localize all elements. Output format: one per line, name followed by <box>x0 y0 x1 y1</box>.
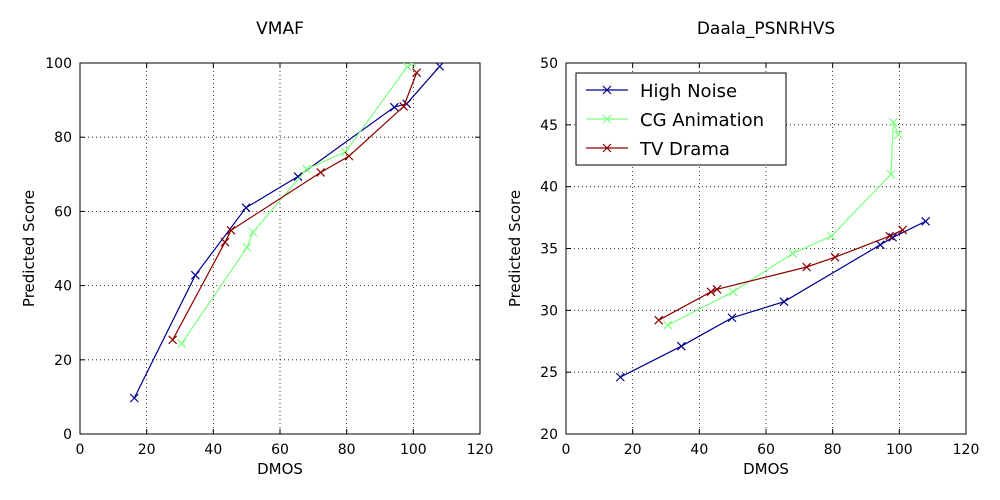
data-point-tv-drama <box>706 287 716 297</box>
y-tick-label: 80 <box>54 130 72 146</box>
data-point-tv-drama <box>712 284 722 294</box>
chart-title: VMAF <box>256 19 304 39</box>
y-axis-label: Predicted Score <box>506 190 524 307</box>
y-tick-label: 40 <box>54 279 72 295</box>
data-point-tv-drama <box>830 252 840 262</box>
data-point-high-noise <box>293 172 303 181</box>
x-tick-label: 60 <box>271 442 289 458</box>
y-tick-label: 100 <box>45 56 72 72</box>
y-tick-label: 40 <box>540 180 558 196</box>
x-tick-label: 60 <box>757 442 775 458</box>
series-line-tv-drama <box>172 72 418 341</box>
series-group <box>615 117 931 382</box>
data-point-tv-drama <box>412 68 422 78</box>
y-tick-label: 0 <box>63 427 72 443</box>
data-point-cg-animation <box>888 117 898 127</box>
y-tick-label: 35 <box>540 242 558 258</box>
chart-2: 0 20 40 60 80 100 12020253035404550Daala_PSNRH… <box>506 19 979 478</box>
data-point-high-noise <box>241 203 251 213</box>
legend-marker-tv-drama <box>602 143 612 153</box>
y-tick-label: 30 <box>540 303 558 319</box>
data-point-tv-drama <box>399 101 409 111</box>
data-point-high-noise <box>779 297 789 307</box>
legend: High Noise CG Animation TV Drama <box>575 72 787 166</box>
data-point-tv-drama <box>226 225 236 235</box>
legend-marker-high-noise <box>602 85 612 95</box>
data-point-cg-animation <box>886 169 896 179</box>
series-line-cg-animation <box>181 63 413 344</box>
data-point-high-noise <box>615 372 625 382</box>
data-point-tv-drama <box>168 335 178 345</box>
legend-marker-cg-animation <box>602 114 612 124</box>
chart-title: Daala_PSNRHVS <box>697 19 835 39</box>
data-point-tv-drama <box>316 168 326 177</box>
data-point-cg-animation <box>407 63 417 68</box>
x-tick-label: 100 <box>400 442 427 458</box>
data-point-cg-animation <box>893 130 903 140</box>
chart-1: 0 20 40 60 80 100 120 0 20 40 60 80 100 VMAF DMOS Predi… <box>20 19 493 478</box>
data-point-tv-drama <box>898 225 908 235</box>
y-tick-label: 20 <box>54 353 72 369</box>
data-point-high-noise <box>727 313 737 323</box>
y-tick-label: 50 <box>540 56 558 72</box>
y-tick-label: 25 <box>540 365 558 381</box>
data-point-high-noise <box>676 341 686 351</box>
x-axis-label: DMOS <box>257 460 303 478</box>
series-line-tv-drama <box>658 229 903 321</box>
legend-label-tv-drama: TV Drama <box>639 139 730 160</box>
data-point-cg-animation <box>663 320 673 330</box>
x-tick-label: 40 <box>690 442 708 458</box>
data-point-high-noise <box>875 240 885 250</box>
data-point-tv-drama <box>654 315 664 325</box>
data-point-cg-animation <box>826 231 836 241</box>
data-point-high-noise <box>921 216 931 226</box>
x-tick-label: 80 <box>338 442 356 458</box>
x-tick-label: 120 <box>953 442 980 458</box>
data-point-tv-drama <box>344 151 354 161</box>
y-tick-label: 20 <box>540 427 558 443</box>
data-point-high-noise <box>389 102 399 112</box>
data-point-cg-animation <box>248 227 258 237</box>
y-tick-label: 45 <box>540 118 558 134</box>
data-point-high-noise <box>190 270 200 280</box>
data-point-cg-animation <box>788 249 798 258</box>
data-point-cg-animation <box>177 339 187 348</box>
plot-frame <box>79 62 481 435</box>
x-tick-label: 0 <box>562 442 571 458</box>
y-axis-label: Predicted Score <box>20 190 38 307</box>
data-point-cg-animation <box>728 287 738 297</box>
data-point-cg-animation <box>302 164 312 174</box>
legend-label-high-noise: High Noise <box>640 81 737 102</box>
series-group <box>129 63 445 403</box>
x-tick-label: 120 <box>467 442 494 458</box>
legend-label-cg-animation: CG Animation <box>640 110 764 131</box>
data-point-high-noise <box>888 232 898 242</box>
data-point-cg-animation <box>402 63 412 72</box>
x-tick-label: 0 <box>76 442 85 458</box>
x-tick-label: 20 <box>624 442 642 458</box>
x-tick-label: 20 <box>138 442 156 458</box>
data-point-tv-drama <box>802 262 812 272</box>
data-point-high-noise <box>129 393 139 403</box>
data-point-cg-animation <box>242 242 252 252</box>
x-axis-label: DMOS <box>743 460 789 478</box>
data-point-tv-drama <box>220 237 230 247</box>
x-tick-label: 40 <box>204 442 222 458</box>
data-point-high-noise <box>435 63 445 71</box>
y-tick-label: 60 <box>54 204 72 220</box>
x-tick-label: 80 <box>824 442 842 458</box>
data-point-tv-drama <box>885 231 895 241</box>
x-tick-label: 100 <box>886 442 913 458</box>
